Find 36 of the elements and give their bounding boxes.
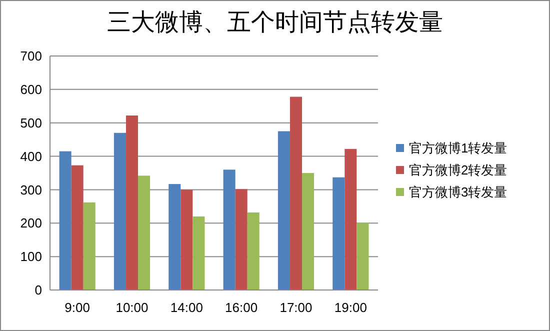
bar [126,116,138,290]
chart-title: 三大微博、五个时间节点转发量 [107,9,443,36]
bar [114,132,126,290]
y-tick-label: 300 [20,182,42,198]
y-tick-label: 0 [34,282,42,298]
bar [235,189,248,290]
bar [192,216,205,290]
x-tick-label: 10:00 [116,300,148,315]
bar [71,165,84,290]
x-tick-label: 9:00 [64,300,90,315]
bar [332,177,345,290]
legend-label: 官方微博2转发量 [409,162,508,178]
bar [302,173,314,290]
legend-label: 官方微博1转发量 [409,140,508,156]
y-tick-label: 100 [20,249,42,264]
bar [180,190,193,290]
y-tick-label: 600 [20,82,42,97]
y-tick-label: 200 [20,216,42,231]
bar [59,151,72,290]
bar [278,131,290,290]
x-tick-label: 19:00 [334,300,367,315]
y-tick-label: 400 [20,148,42,164]
bar [138,176,150,290]
x-tick-label: 17:00 [280,300,312,315]
bar [247,212,260,290]
y-tick-label: 700 [20,48,42,64]
bar [344,148,357,290]
legend-label: 官方微博3转发量 [409,184,508,200]
bar [356,222,369,290]
y-tick-label: 500 [20,115,42,130]
bar [290,96,302,290]
bar [168,184,181,290]
x-tick-label: 16:00 [225,300,258,315]
bar [223,170,236,290]
bar [83,202,96,290]
x-tick-label: 14:00 [170,300,203,315]
